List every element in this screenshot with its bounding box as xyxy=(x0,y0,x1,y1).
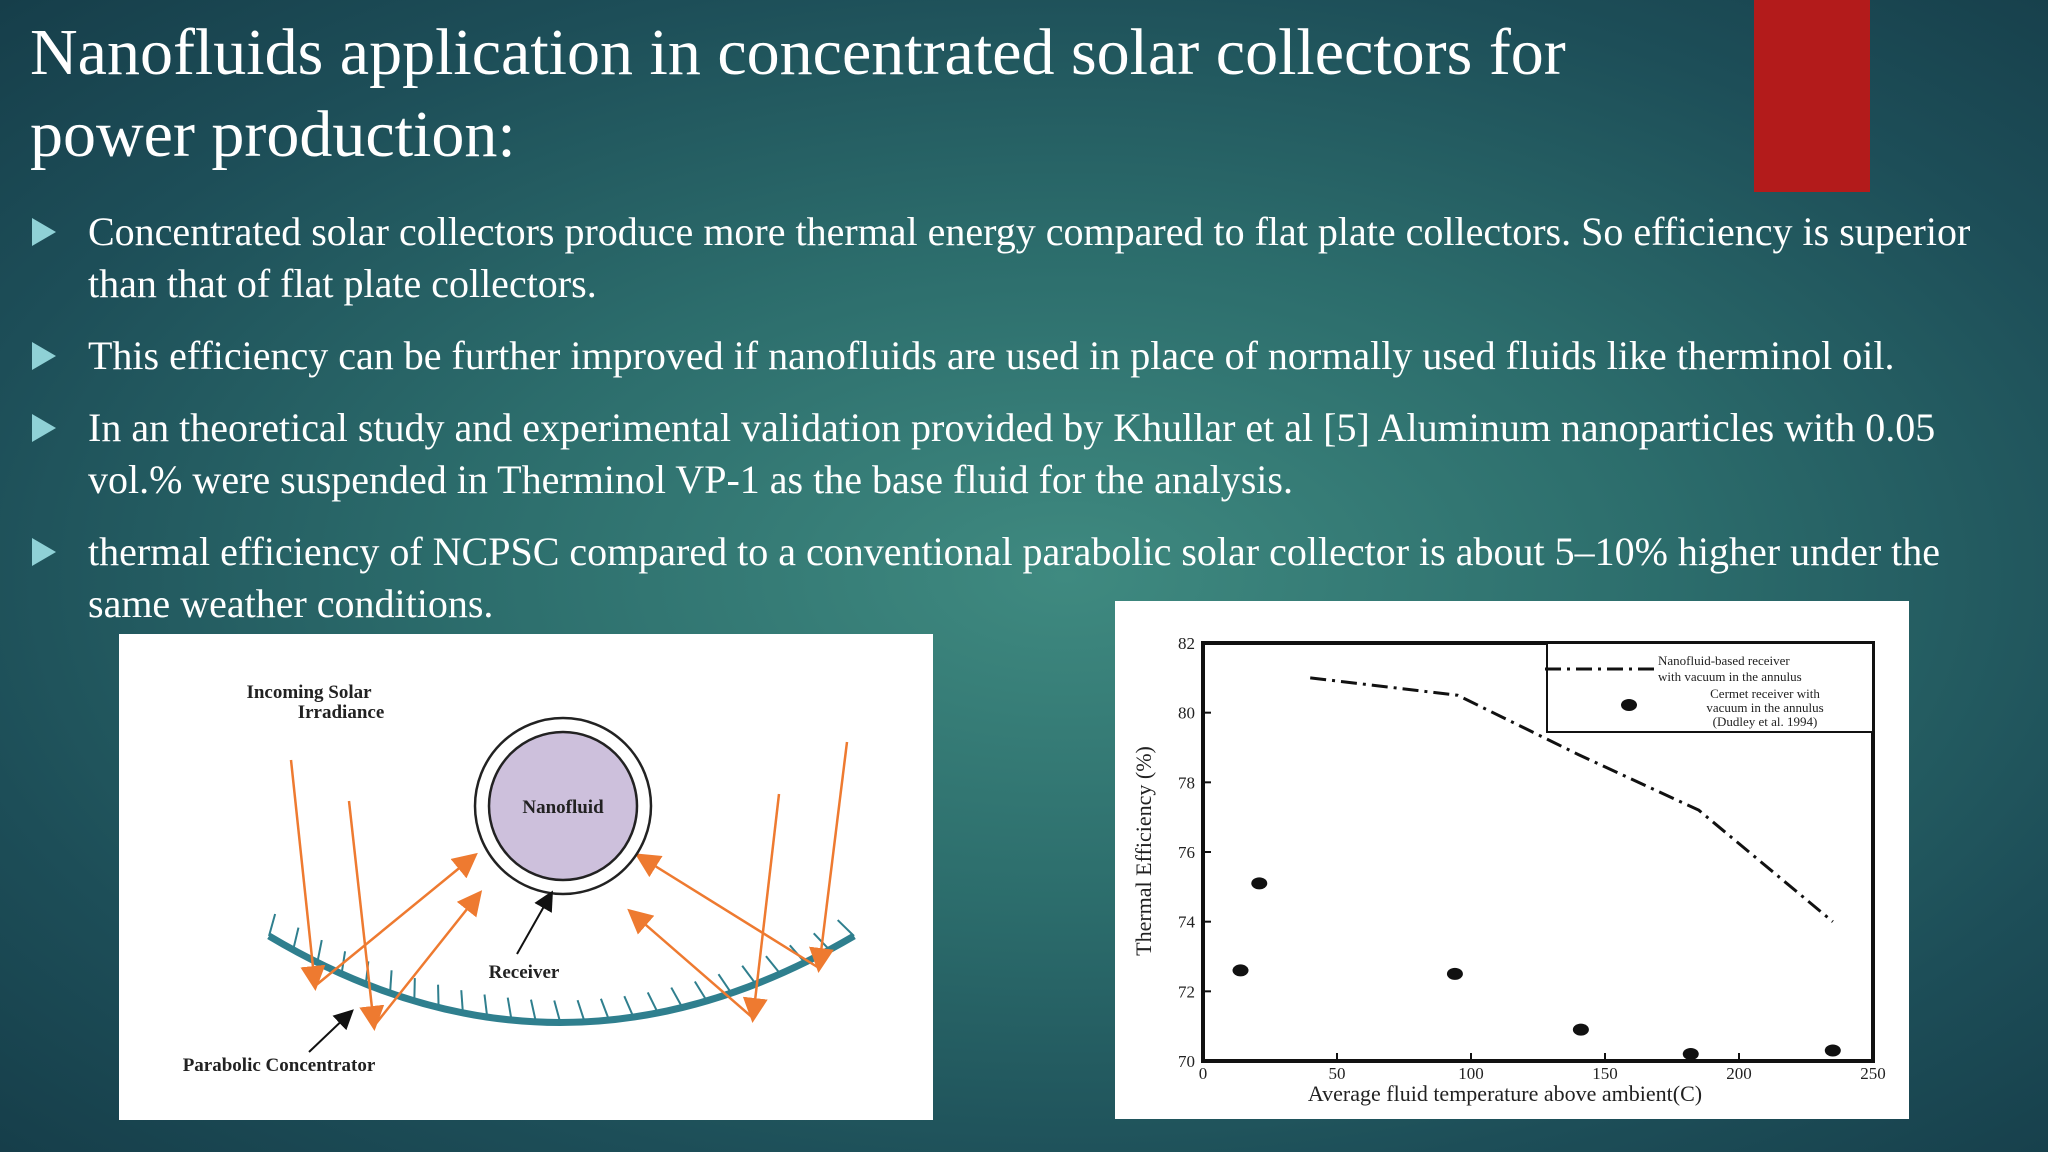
y-tick-label: 76 xyxy=(1178,843,1195,862)
data-point xyxy=(1446,967,1463,980)
legend-marker-sample xyxy=(1621,699,1637,711)
x-tick-label: 50 xyxy=(1329,1064,1346,1083)
bullet-text: In an theoretical study and experimental… xyxy=(88,405,1936,502)
receiver-label: Receiver xyxy=(489,962,560,983)
triangle-bullet-icon xyxy=(32,414,56,442)
data-point xyxy=(1232,964,1249,977)
x-axis-label: Average fluid temperature above ambient(… xyxy=(1308,1081,1702,1106)
hatch-mark xyxy=(506,997,513,1021)
parabolic-concentrator xyxy=(267,932,856,1026)
triangle-bullet-icon xyxy=(32,218,56,246)
bullet-item: thermal efficiency of NCPSC compared to … xyxy=(30,526,2030,630)
y-tick-label: 72 xyxy=(1178,982,1195,1001)
x-axis: 0 50 100 150 200 250 xyxy=(1199,1053,1886,1083)
efficiency-chart: 70 72 74 76 78 80 82 0 50 100 150 200 250 Thermal E… xyxy=(1115,601,1909,1119)
y-tick-label: 74 xyxy=(1178,913,1196,932)
y-axis-label: Thermal Efficiency (%) xyxy=(1131,746,1156,956)
hatch-mark xyxy=(599,998,610,1021)
y-tick-label: 78 xyxy=(1178,773,1195,792)
y-tick-label: 82 xyxy=(1178,634,1195,653)
x-tick-label: 200 xyxy=(1726,1064,1752,1083)
nanofluid-core xyxy=(487,730,639,882)
cermet-series-markers xyxy=(1232,877,1841,1061)
x-tick-label: 150 xyxy=(1592,1064,1618,1083)
y-tick-label: 80 xyxy=(1178,704,1195,723)
hatch-mark xyxy=(576,999,586,1023)
hatch-mark xyxy=(529,999,537,1023)
legend-series-2-line-3: (Dudley et al. 1994) xyxy=(1713,714,1818,729)
hatch-mark xyxy=(460,990,464,1013)
bullet-text: thermal efficiency of NCPSC compared to … xyxy=(88,529,1941,626)
legend: Nanofluid-based receiver with vacuum in … xyxy=(1545,642,1874,733)
hatch-mark xyxy=(765,955,782,975)
solar-rays xyxy=(289,741,849,1031)
bullet-item: In an theoretical study and experimental… xyxy=(30,402,2030,506)
nanofluid-series-line xyxy=(1310,676,1834,923)
parabolic-concentrator-diagram: Nanofluid Incoming Solar Irradiance Rece… xyxy=(119,634,933,1120)
hatch-mark xyxy=(717,973,733,994)
hatch-mark xyxy=(836,919,855,937)
bullet-text: This efficiency can be further improved … xyxy=(88,333,1895,378)
hatch-mark xyxy=(437,984,440,1008)
x-tick-label: 250 xyxy=(1860,1064,1886,1083)
concentrator-hatching xyxy=(268,913,855,1023)
hatch-mark xyxy=(292,927,300,951)
hatch-mark xyxy=(483,994,489,1018)
chart-svg: 70 72 74 76 78 80 82 0 50 100 150 200 250 Thermal E… xyxy=(1131,634,1886,1106)
hatch-mark xyxy=(389,970,393,994)
legend-series-2-line-1: Cermet receiver with xyxy=(1710,686,1820,701)
hatch-mark xyxy=(268,913,277,937)
diagram-svg: Nanofluid Incoming Solar Irradiance Rece… xyxy=(183,682,856,1076)
legend-series-1-line-1: Nanofluid-based receiver xyxy=(1658,653,1790,668)
hatch-mark xyxy=(693,980,708,1002)
hatch-mark xyxy=(670,987,684,1008)
triangle-bullet-icon xyxy=(32,538,56,566)
y-axis: 70 72 74 76 78 80 82 xyxy=(1178,634,1211,1071)
hatch-mark xyxy=(413,978,416,1001)
incoming-irradiance-label-2: Irradiance xyxy=(298,702,385,723)
x-tick-label: 0 xyxy=(1199,1064,1208,1083)
data-point xyxy=(1251,877,1268,890)
legend-series-1-line-2: with vacuum in the annulus xyxy=(1658,669,1802,684)
bullet-item: This efficiency can be further improved … xyxy=(30,330,2030,382)
title-line-1: Nanofluids application in concentrated s… xyxy=(30,16,1566,89)
data-point xyxy=(1572,1023,1589,1036)
title-line-2: power production: xyxy=(30,98,516,171)
bullet-item: Concentrated solar collectors produce mo… xyxy=(30,206,2030,310)
concentrator-pointer xyxy=(308,1009,354,1053)
nanofluid-label: Nanofluid xyxy=(522,797,604,818)
legend-box xyxy=(1546,642,1874,733)
slide-title: Nanofluids application in concentrated s… xyxy=(30,12,1730,176)
hatch-mark xyxy=(741,965,757,985)
bullet-text: Concentrated solar collectors produce mo… xyxy=(88,209,1971,306)
bullet-list: Concentrated solar collectors produce mo… xyxy=(30,206,2030,650)
hatch-mark xyxy=(553,1000,562,1023)
hatch-mark xyxy=(623,995,635,1018)
x-tick-label: 100 xyxy=(1458,1064,1484,1083)
legend-series-2-line-2: vacuum in the annulus xyxy=(1706,700,1823,715)
hatch-mark xyxy=(316,939,323,963)
hatch-mark xyxy=(646,992,659,1014)
data-point xyxy=(1824,1044,1841,1057)
receiver-pointer xyxy=(516,890,553,955)
triangle-bullet-icon xyxy=(32,342,56,370)
y-tick-label: 70 xyxy=(1178,1052,1195,1071)
accent-bar xyxy=(1754,0,1870,192)
incoming-irradiance-label-1: Incoming Solar xyxy=(246,682,372,703)
data-point xyxy=(1682,1048,1699,1061)
concentrator-label: Parabolic Concentrator xyxy=(183,1055,376,1076)
